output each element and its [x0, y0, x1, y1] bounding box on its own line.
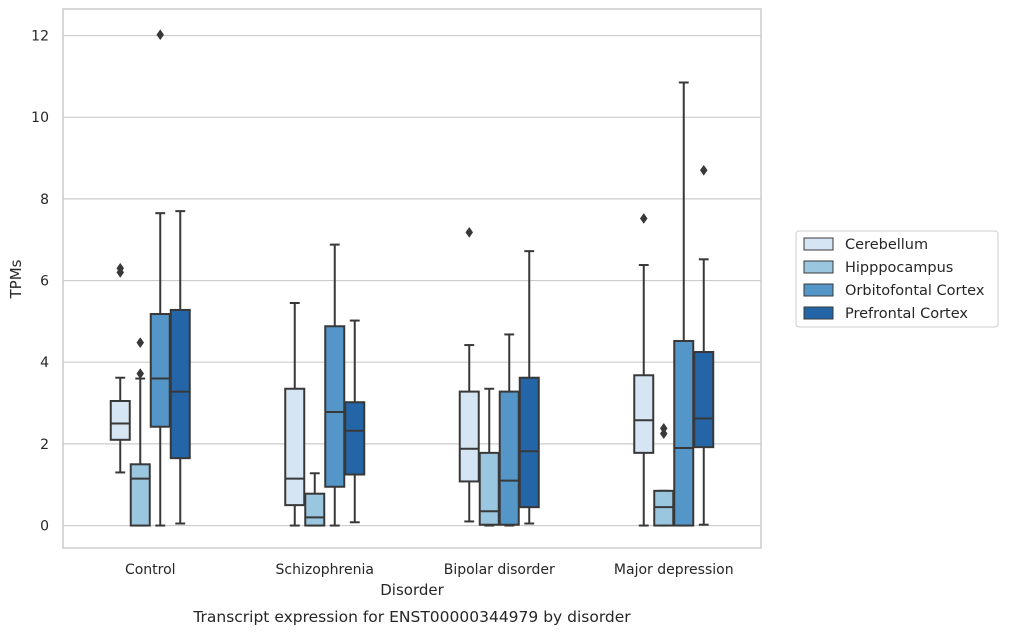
x-axis-ticks: Control Schizophrenia Bipolar disorder Majo… — [125, 562, 734, 578]
x-tick-label: Schizophrenia — [276, 562, 374, 578]
box-iqr — [149, 313, 171, 428]
y-axis-ticks: 0 2 4 6 8 10 12 — [31, 29, 49, 535]
outlier-point — [699, 164, 708, 176]
x-tick-label: Major depression — [614, 562, 734, 578]
y-tick-label: 10 — [31, 110, 49, 126]
box-iqr — [109, 400, 131, 441]
y-tick-label: 4 — [40, 355, 49, 371]
legend-swatch — [803, 283, 834, 297]
outlier-point — [136, 368, 145, 380]
box-orbitofontal-cortex — [498, 333, 520, 527]
legend-label: Orbitofontal Cortex — [845, 283, 985, 299]
box-iqr — [458, 390, 480, 483]
box-iqr — [284, 387, 306, 507]
box-iqr — [129, 463, 151, 527]
y-tick-label: 0 — [40, 519, 49, 535]
box-hipppocampus — [653, 422, 675, 527]
x-tick-label: Control — [125, 562, 176, 578]
legend-swatch — [803, 237, 834, 251]
box-hipppocampus — [129, 337, 151, 527]
box-iqr — [653, 489, 675, 527]
box-orbitofontal-cortex — [324, 243, 346, 527]
legend-label: Prefrontal Cortex — [845, 306, 968, 322]
legend-swatch — [803, 306, 834, 320]
legend-label: Cerebellum — [845, 237, 928, 253]
box-iqr — [518, 376, 540, 509]
box-iqr — [324, 325, 346, 488]
legend-frame — [795, 230, 999, 328]
y-tick-label: 2 — [40, 437, 49, 453]
box-prefrontal-cortex — [344, 319, 366, 524]
x-tick-label: Bipolar disorder — [444, 562, 555, 578]
outlier-point — [659, 422, 668, 434]
box-prefrontal-cortex — [169, 210, 191, 525]
box-orbitofontal-cortex — [673, 81, 695, 527]
box-prefrontal-cortex — [693, 164, 715, 526]
gridlines — [63, 34, 761, 527]
box-cerebellum — [284, 302, 306, 527]
outlier-point — [136, 337, 145, 349]
box-iqr — [498, 390, 520, 526]
outlier-point — [156, 29, 165, 41]
box-iqr — [304, 492, 326, 527]
box-cerebellum — [633, 213, 655, 527]
legend-swatch — [803, 260, 834, 274]
box-iqr — [478, 451, 500, 526]
box-iqr — [344, 401, 366, 476]
box-hipppocampus — [304, 472, 326, 527]
x-axis-label: Disorder — [380, 581, 444, 599]
box-iqr — [673, 339, 695, 527]
box-iqr — [633, 374, 655, 454]
legend: Cerebellum Hipppocampus Orbitofontal Corte… — [795, 230, 999, 328]
box-cerebellum — [109, 262, 131, 474]
y-axis-label: TPMs — [7, 259, 25, 299]
box-iqr — [169, 308, 191, 460]
outlier-point — [116, 262, 125, 274]
plot-frame — [62, 8, 762, 549]
box-hipppocampus — [478, 387, 500, 527]
outlier-point — [465, 226, 474, 238]
chart-caption: Transcript expression for ENST0000034497… — [192, 608, 631, 626]
y-tick-label: 8 — [40, 192, 49, 208]
outlier-point — [639, 213, 648, 224]
box-prefrontal-cortex — [518, 250, 540, 525]
box-iqr — [693, 351, 715, 449]
legend-label: Hipppocampus — [845, 260, 953, 276]
y-tick-label: 6 — [40, 274, 49, 290]
boxes — [109, 29, 715, 527]
box-cerebellum — [458, 226, 480, 523]
y-tick-label: 12 — [31, 29, 49, 45]
box-orbitofontal-cortex — [149, 29, 171, 527]
